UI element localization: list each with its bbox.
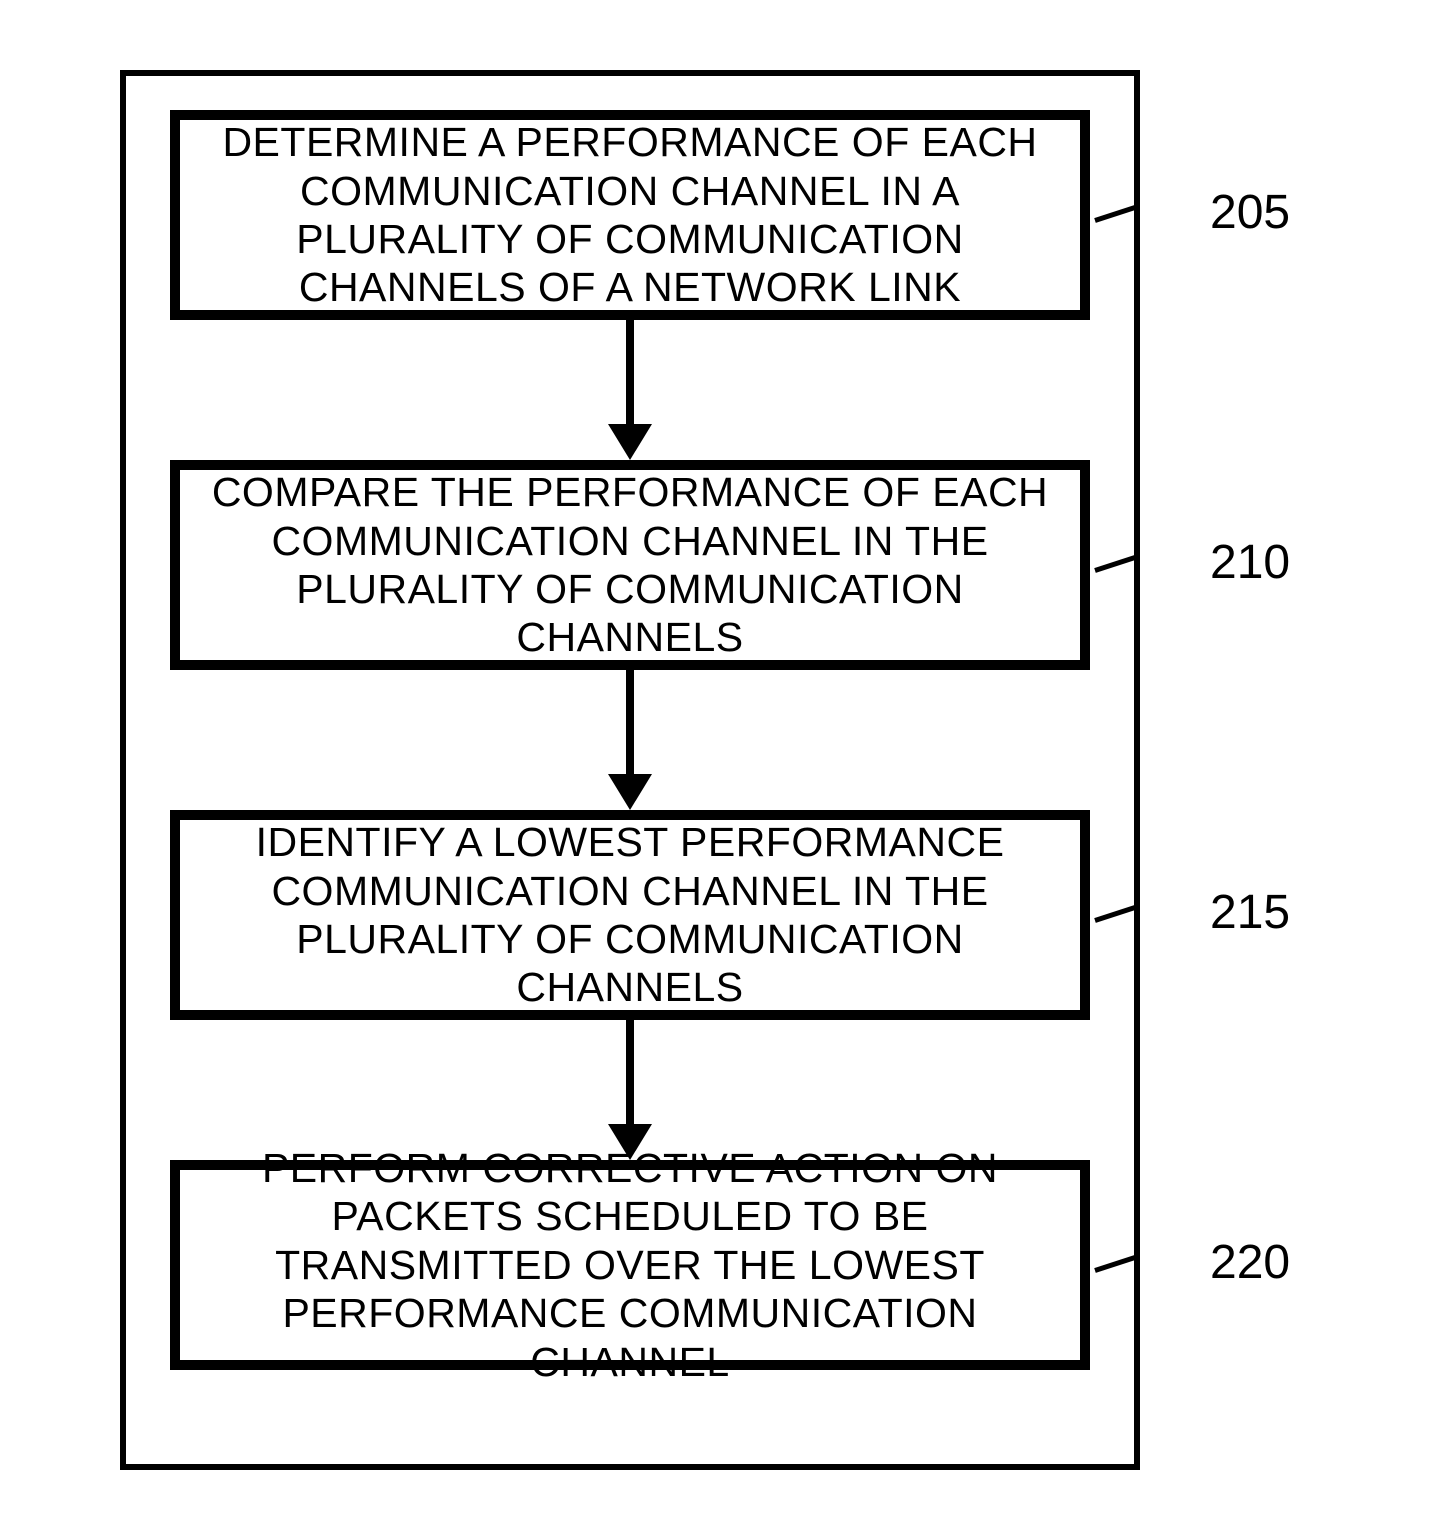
arrow-head-3: [608, 1124, 652, 1160]
arrow-line-3: [626, 1020, 634, 1124]
ref-label-4: 220: [1210, 1235, 1290, 1290]
ref-label-1: 205: [1210, 185, 1290, 240]
arrow-head-1: [608, 424, 652, 460]
arrow-head-2: [608, 774, 652, 810]
step-text-1: DETERMINE A PERFORMANCE OF EACH COMMUNIC…: [204, 118, 1056, 312]
step-box-2: COMPARE THE PERFORMANCE OF EACH COMMUNIC…: [170, 460, 1090, 670]
arrow-line-1: [626, 320, 634, 424]
step-text-3: IDENTIFY A LOWEST PERFORMANCE COMMUNICAT…: [204, 818, 1056, 1012]
step-box-3: IDENTIFY A LOWEST PERFORMANCE COMMUNICAT…: [170, 810, 1090, 1020]
step-box-4: PERFORM CORRECTIVE ACTION ON PACKETS SCH…: [170, 1160, 1090, 1370]
flowchart-canvas: DETERMINE A PERFORMANCE OF EACH COMMUNIC…: [0, 0, 1433, 1537]
step-text-2: COMPARE THE PERFORMANCE OF EACH COMMUNIC…: [204, 468, 1056, 662]
ref-label-3: 215: [1210, 885, 1290, 940]
arrow-line-2: [626, 670, 634, 774]
step-text-4: PERFORM CORRECTIVE ACTION ON PACKETS SCH…: [204, 1144, 1056, 1386]
step-box-1: DETERMINE A PERFORMANCE OF EACH COMMUNIC…: [170, 110, 1090, 320]
ref-label-2: 210: [1210, 535, 1290, 590]
